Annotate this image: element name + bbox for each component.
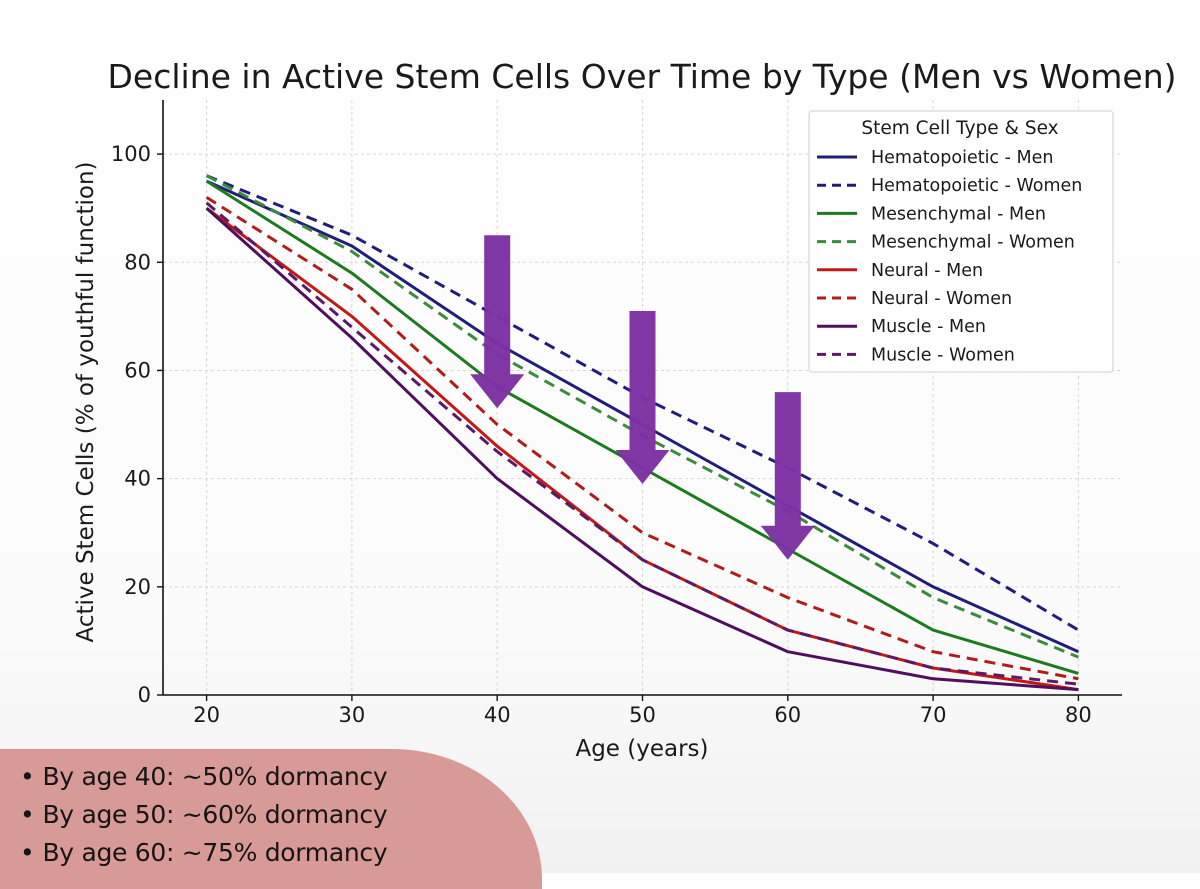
y-tick-label: 100 (111, 142, 151, 166)
y-tick-label: 80 (124, 250, 151, 274)
legend-frame (808, 110, 1114, 373)
down-arrow (470, 235, 525, 409)
legend-entries: Hematopoietic - Men Hematopoietic - Women… (817, 148, 1082, 365)
x-tick-label: 60 (774, 703, 801, 727)
legend-label: Mesenchymal - Women (871, 233, 1075, 253)
x-tick-label: 40 (484, 703, 511, 727)
down-arrow (760, 392, 815, 560)
x-axis-label: Age (years) (575, 736, 708, 762)
bullet-item: By age 50: ~60% dormancy (20, 796, 387, 834)
series-lines (205, 174, 1080, 692)
y-tick-label: 0 (138, 683, 151, 707)
bullet-item: By age 40: ~50% dormancy (20, 758, 387, 796)
x-tick-label: 80 (1065, 703, 1092, 727)
axes: 20 30 40 50 60 70 80 0 20 40 60 80 100 (111, 100, 1122, 727)
legend-label: Muscle - Women (871, 345, 1015, 365)
y-tick-label: 20 (124, 575, 151, 599)
down-arrow (615, 311, 670, 484)
series-line-muscle-men (205, 207, 1079, 692)
y-tick-label: 40 (124, 467, 151, 491)
x-tick-label: 70 (920, 703, 947, 727)
annotation-arrows (470, 235, 815, 560)
bullet-item: By age 60: ~75% dormancy (20, 834, 387, 872)
legend-title: Stem Cell Type & Sex (861, 118, 1058, 139)
dormancy-bullets: By age 40: ~50% dormancy By age 50: ~60%… (20, 758, 387, 872)
x-tick-label: 50 (629, 703, 656, 727)
legend-label: Mesenchymal - Men (871, 204, 1046, 224)
x-tick-label: 20 (193, 703, 220, 727)
x-tick-label: 30 (339, 703, 366, 727)
y-axis-label: Active Stem Cells (% of youthful functio… (73, 161, 99, 642)
chart-title: Decline in Active Stem Cells Over Time b… (108, 57, 1177, 96)
legend: Stem Cell Type & Sex Hematopoietic - Men… (808, 110, 1114, 373)
legend-label: Neural - Men (871, 261, 983, 281)
series-line-muscle-women (205, 201, 1079, 686)
legend-label: Hematopoietic - Women (871, 176, 1082, 196)
series-line-neural-women (205, 196, 1079, 681)
legend-label: Hematopoietic - Men (871, 148, 1053, 168)
legend-label: Neural - Women (871, 289, 1012, 309)
legend-label: Muscle - Men (871, 317, 986, 337)
y-tick-label: 60 (124, 358, 151, 382)
